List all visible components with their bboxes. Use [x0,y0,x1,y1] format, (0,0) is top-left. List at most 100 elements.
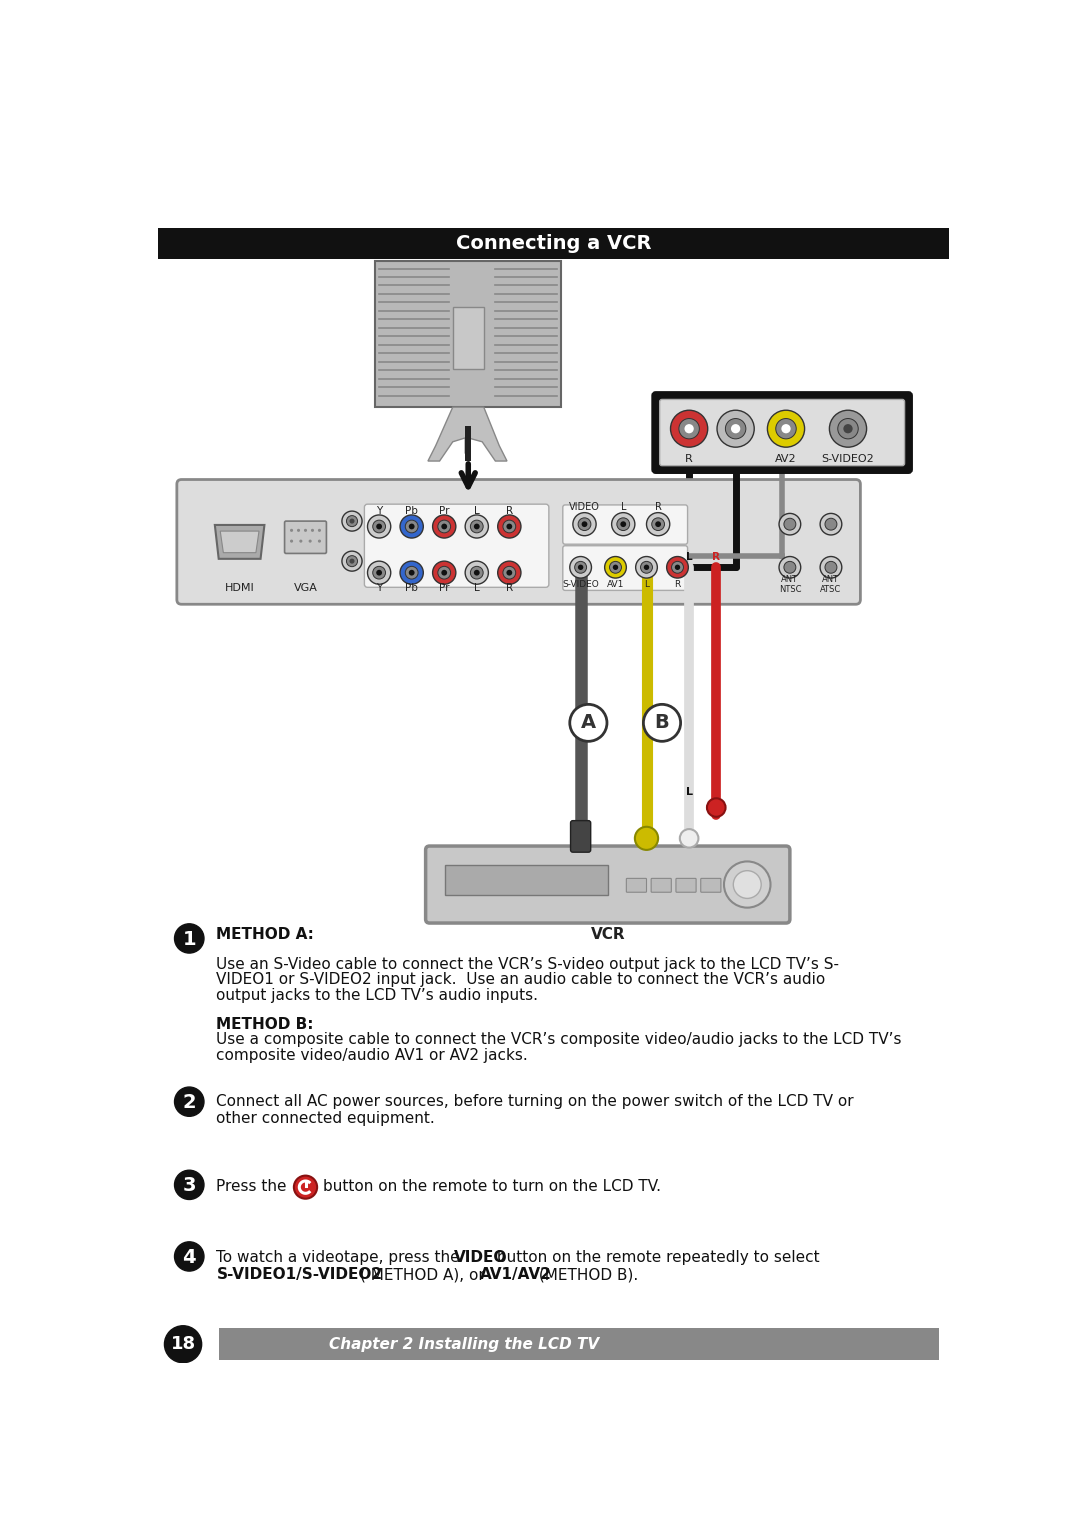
Text: AV2: AV2 [775,453,797,464]
Circle shape [318,529,321,532]
Circle shape [175,1242,204,1272]
Circle shape [570,556,592,578]
Circle shape [617,518,630,530]
Circle shape [784,518,796,530]
Text: R: R [685,453,693,464]
Circle shape [442,524,447,530]
FancyBboxPatch shape [177,480,861,604]
Text: S-VIDEO2: S-VIDEO2 [822,453,875,464]
Text: Use a composite cable to connect the VCR’s composite video/audio jacks to the LC: Use a composite cable to connect the VCR… [216,1033,902,1048]
Circle shape [503,521,516,533]
Circle shape [640,561,652,573]
Text: S-VIDEO1/S-VIDEO2: S-VIDEO1/S-VIDEO2 [216,1267,382,1282]
Circle shape [679,418,700,438]
Circle shape [829,411,866,447]
Text: Pr: Pr [438,506,449,516]
Circle shape [779,556,800,578]
Circle shape [474,570,480,576]
Text: other connected equipment.: other connected equipment. [216,1111,435,1126]
Text: L: L [644,579,649,588]
FancyBboxPatch shape [445,866,608,895]
Circle shape [350,519,354,524]
Text: HDMI: HDMI [225,584,255,593]
Text: R: R [712,553,720,562]
Circle shape [471,521,483,533]
Circle shape [636,556,658,578]
Text: Y: Y [376,506,382,516]
Circle shape [609,561,621,573]
FancyBboxPatch shape [626,878,647,892]
Circle shape [175,1170,204,1200]
Text: R: R [674,579,680,588]
Circle shape [437,521,450,533]
Text: L: L [686,787,692,797]
Circle shape [820,556,841,578]
Circle shape [644,565,649,570]
Circle shape [318,539,321,542]
Circle shape [825,518,837,530]
FancyBboxPatch shape [284,521,326,553]
Circle shape [408,524,415,530]
Circle shape [400,515,423,538]
Circle shape [781,424,791,434]
Text: 18: 18 [171,1336,195,1353]
Circle shape [175,924,204,953]
Text: Y: Y [376,584,382,593]
Circle shape [685,424,693,434]
Circle shape [733,870,761,898]
Circle shape [347,556,357,567]
Circle shape [405,567,418,579]
Text: Pr: Pr [438,584,449,593]
FancyBboxPatch shape [701,878,721,892]
Text: To watch a videotape, press the: To watch a videotape, press the [216,1250,464,1265]
Text: L: L [474,584,480,593]
Text: Press the: Press the [216,1178,287,1193]
Text: METHOD A:: METHOD A: [216,927,314,942]
Text: VGA: VGA [294,584,318,593]
Circle shape [437,567,450,579]
Circle shape [175,1088,204,1117]
Circle shape [350,559,354,564]
Text: VIDEO: VIDEO [569,502,599,512]
Circle shape [474,524,480,530]
Circle shape [707,798,726,817]
FancyBboxPatch shape [563,545,688,590]
Circle shape [717,411,754,447]
Text: (METHOD B).: (METHOD B). [535,1267,638,1282]
Polygon shape [220,532,259,553]
Text: button on the remote to turn on the LCD TV.: button on the remote to turn on the LCD … [323,1178,661,1193]
Text: Chapter 2 Installing the LCD TV: Chapter 2 Installing the LCD TV [328,1337,599,1351]
Circle shape [611,513,635,536]
Text: ANT
ATSC: ANT ATSC [821,574,841,594]
Circle shape [784,561,796,573]
Circle shape [843,424,852,434]
FancyBboxPatch shape [453,306,484,369]
Circle shape [342,512,362,532]
Circle shape [572,513,596,536]
Text: Pb: Pb [405,506,418,516]
Circle shape [376,524,382,530]
Circle shape [294,1175,318,1198]
Circle shape [405,521,418,533]
Circle shape [647,513,670,536]
Circle shape [297,529,300,532]
FancyBboxPatch shape [676,878,697,892]
Circle shape [433,561,456,584]
Circle shape [768,411,805,447]
Circle shape [675,565,680,570]
Text: R: R [505,584,513,593]
Circle shape [820,513,841,535]
Text: Use an S-Video cable to connect the VCR’s S-video output jack to the LCD TV’s S-: Use an S-Video cable to connect the VCR’… [216,958,839,971]
Circle shape [367,515,391,538]
Circle shape [671,411,707,447]
FancyBboxPatch shape [159,228,948,259]
Circle shape [679,829,699,847]
Circle shape [303,529,307,532]
Circle shape [291,529,293,532]
Circle shape [465,561,488,584]
Text: AV1: AV1 [607,579,624,588]
Text: AV1/AV2: AV1/AV2 [480,1267,552,1282]
Circle shape [400,561,423,584]
Text: composite video/audio AV1 or AV2 jacks.: composite video/audio AV1 or AV2 jacks. [216,1048,528,1063]
Circle shape [408,570,415,576]
